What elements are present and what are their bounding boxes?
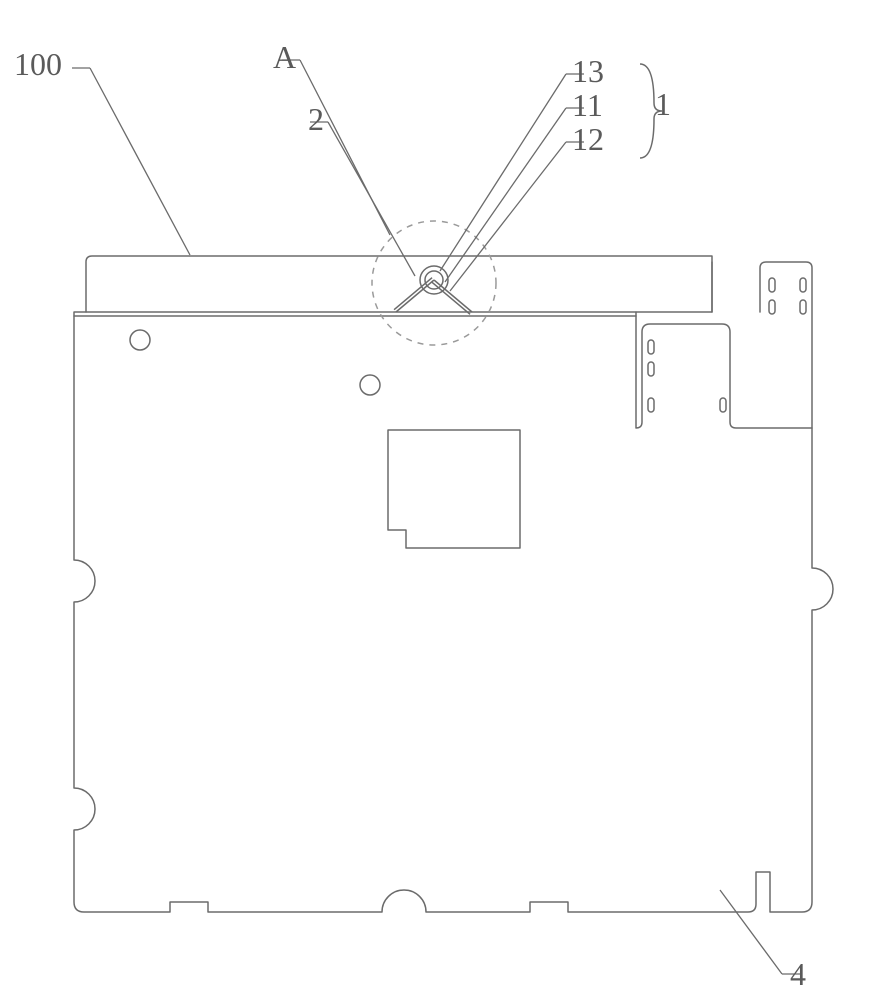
label-A: A — [273, 39, 296, 75]
leader-lines — [72, 60, 800, 974]
label-4: 4 — [790, 956, 806, 992]
label-13: 13 — [572, 53, 604, 89]
inner-window — [388, 430, 520, 548]
hub-assembly — [394, 266, 472, 314]
label-100: 100 — [14, 46, 62, 82]
leader-4 — [720, 890, 782, 974]
hub-leg-1 — [434, 280, 472, 312]
label-11: 11 — [572, 87, 603, 123]
leader-2 — [328, 122, 415, 276]
label-2: 2 — [308, 101, 324, 137]
hub-leg-0 — [396, 280, 434, 312]
hole-1 — [360, 375, 380, 395]
hole-0 — [130, 330, 150, 350]
plate-outline — [74, 256, 833, 912]
label-12: 12 — [572, 121, 604, 157]
label-1: 1 — [655, 86, 671, 122]
leader-100 — [90, 68, 190, 255]
leader-13 — [440, 74, 566, 271]
technical-drawing: 100 A2 131112 1 4 — [0, 0, 869, 1000]
